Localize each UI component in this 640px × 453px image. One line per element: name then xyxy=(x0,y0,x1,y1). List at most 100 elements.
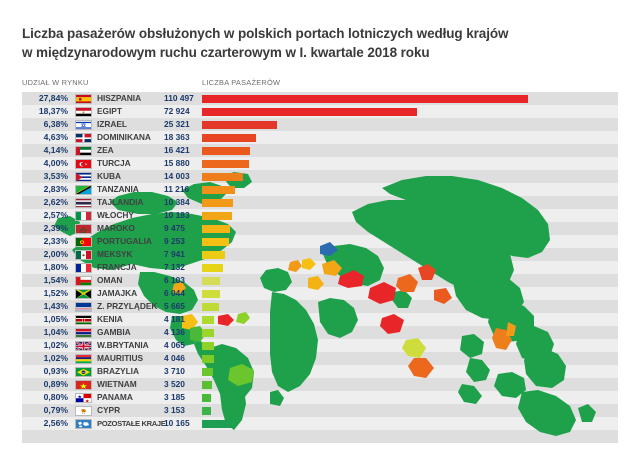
table-row[interactable]: 1,02% MAURITIUS 4 046 xyxy=(22,352,618,365)
value-bar xyxy=(202,406,212,415)
market-share-value: 1,05% xyxy=(43,314,68,324)
country-name: WŁOCHY xyxy=(97,210,134,220)
market-share-value: 4,63% xyxy=(43,132,68,142)
page-title: Liczba pasażerów obsłużonych w polskich … xyxy=(22,24,622,62)
value-bar xyxy=(202,341,214,350)
country-flag-icon xyxy=(75,275,92,286)
passenger-count: 25 321 xyxy=(164,119,190,129)
table-row[interactable]: 0,80% PANAMA 3 185 xyxy=(22,391,618,404)
country-name: CYPR xyxy=(97,405,121,415)
passenger-count: 16 421 xyxy=(164,145,190,155)
table-row[interactable]: 1,43% Z. PRZYLĄDEK 5 665 xyxy=(22,300,618,313)
market-share-value: 2,62% xyxy=(43,197,68,207)
country-name: IZRAEL xyxy=(97,119,127,129)
market-share-value: 1,43% xyxy=(43,301,68,311)
country-flag-icon xyxy=(75,106,92,117)
stripe xyxy=(22,430,618,443)
country-name: MEKSYK xyxy=(97,249,133,259)
table-row[interactable]: 2,33% PORTUGALIA 9 253 xyxy=(22,235,618,248)
chart-rows: 27,84% HISZPANIA 110 497 18,37% EGIPT 72 924 6… xyxy=(22,92,618,437)
value-bar xyxy=(202,393,212,402)
country-flag-icon xyxy=(75,158,92,169)
table-row[interactable]: 1,52% JAMAJKA 6 044 xyxy=(22,287,618,300)
title-line-2: w międzynarodowym ruchu czarterowym w I.… xyxy=(22,45,430,60)
country-name: HISZPANIA xyxy=(97,93,142,103)
country-flag-icon xyxy=(75,249,92,260)
passenger-count: 10 384 xyxy=(164,197,190,207)
market-share-value: 2,56% xyxy=(43,418,68,428)
value-bar xyxy=(202,172,244,181)
value-bar xyxy=(202,419,232,428)
country-flag-icon xyxy=(75,132,92,143)
header-market-share: UDZIAŁ W RYNKU xyxy=(22,78,89,87)
country-name: EGIPT xyxy=(97,106,122,116)
country-name: FRANCJA xyxy=(97,262,137,272)
country-flag-icon xyxy=(75,314,92,325)
country-name: MAROKO xyxy=(97,223,135,233)
passenger-count: 14 003 xyxy=(164,171,190,181)
value-bar xyxy=(202,94,528,103)
table-row[interactable]: 2,62% TAJLANDIA 10 384 xyxy=(22,196,618,209)
table-row[interactable]: 0,93% BRAZYLIA 3 710 xyxy=(22,365,618,378)
market-share-value: 27,84% xyxy=(38,93,68,103)
market-share-value: 1,02% xyxy=(43,353,68,363)
passenger-count: 6 044 xyxy=(164,288,185,298)
market-share-value: 1,80% xyxy=(43,262,68,272)
country-flag-icon xyxy=(75,392,92,403)
market-share-value: 6,38% xyxy=(43,119,68,129)
header-passengers: LICZBA PASAŻERÓW xyxy=(202,78,281,87)
table-row[interactable]: 2,83% TANZANIA 11 216 xyxy=(22,183,618,196)
table-row[interactable]: 0,79% CYPR 3 153 xyxy=(22,404,618,417)
passenger-count: 7 132 xyxy=(164,262,185,272)
table-row[interactable]: 2,39% MAROKO 9 475 xyxy=(22,222,618,235)
value-bar xyxy=(202,198,233,207)
value-bar xyxy=(202,120,277,129)
country-flag-icon xyxy=(75,288,92,299)
country-flag-icon xyxy=(75,379,92,390)
market-share-value: 4,00% xyxy=(43,158,68,168)
table-row[interactable]: 4,14% ZEA 16 421 xyxy=(22,144,618,157)
table-row[interactable]: 0,89% WIETNAM 3 520 xyxy=(22,378,618,391)
market-share-value: 0,93% xyxy=(43,366,68,376)
country-name: OMAN xyxy=(97,275,123,285)
passenger-count: 10 183 xyxy=(164,210,190,220)
country-flag-icon xyxy=(75,184,92,195)
value-bar xyxy=(202,133,257,142)
stripe xyxy=(22,131,618,144)
table-row[interactable]: 1,54% OMAN 6 103 xyxy=(22,274,618,287)
country-flag-icon xyxy=(75,340,92,351)
market-share-value: 18,37% xyxy=(38,106,68,116)
table-row[interactable]: 1,04% GAMBIA 4 136 xyxy=(22,326,618,339)
value-bar xyxy=(202,289,220,298)
value-bar xyxy=(202,250,226,259)
country-name: PORTUGALIA xyxy=(97,236,152,246)
table-row[interactable]: 2,00% MEKSYK 7 941 xyxy=(22,248,618,261)
country-name: KENIA xyxy=(97,314,123,324)
table-row[interactable]: 4,63% DOMINIKANA 18 363 xyxy=(22,131,618,144)
country-flag-icon xyxy=(75,93,92,104)
table-row[interactable]: 18,37% EGIPT 72 924 xyxy=(22,105,618,118)
table-row[interactable]: 6,38% IZRAEL 25 321 xyxy=(22,118,618,131)
table-row[interactable]: 2,56% POZOSTAŁE KRAJE 10 165 xyxy=(22,417,618,430)
table-row[interactable]: 3,53% KUBA 14 003 xyxy=(22,170,618,183)
table-row[interactable]: 1,02% W.BRYTANIA 4 065 xyxy=(22,339,618,352)
table-row[interactable]: 4,00% TURCJA 15 880 xyxy=(22,157,618,170)
country-name: TANZANIA xyxy=(97,184,139,194)
table-row[interactable]: 1,05% KENIA 4 181 xyxy=(22,313,618,326)
country-name: POZOSTAŁE KRAJE xyxy=(97,419,166,428)
passenger-count: 9 253 xyxy=(164,236,185,246)
table-row[interactable]: 1,80% FRANCJA 7 132 xyxy=(22,261,618,274)
value-bar xyxy=(202,328,215,337)
value-bar xyxy=(202,159,249,168)
table-row[interactable]: 2,57% WŁOCHY 10 183 xyxy=(22,209,618,222)
value-bar xyxy=(202,367,213,376)
value-bar xyxy=(202,276,220,285)
table-row[interactable]: 27,84% HISZPANIA 110 497 xyxy=(22,92,618,105)
passenger-count: 3 153 xyxy=(164,405,185,415)
country-name: JAMAJKA xyxy=(97,288,138,298)
passenger-count: 4 046 xyxy=(164,353,185,363)
country-flag-icon xyxy=(75,301,92,312)
country-flag-icon xyxy=(75,223,92,234)
country-name: GAMBIA xyxy=(97,327,131,337)
market-share-value: 2,57% xyxy=(43,210,68,220)
